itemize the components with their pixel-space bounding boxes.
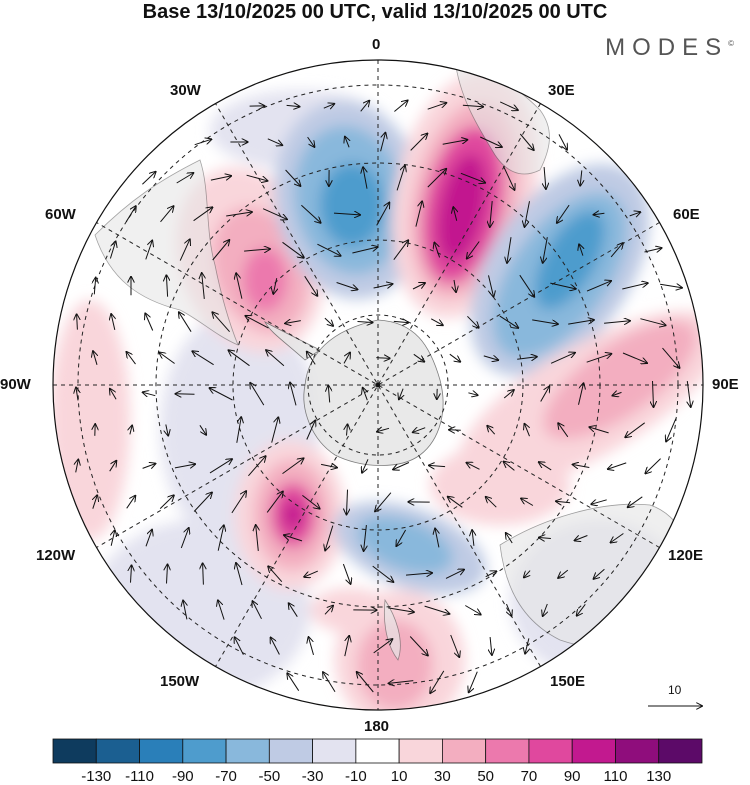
- colorbar-swatch: [140, 739, 183, 763]
- colorbar-swatch: [659, 739, 702, 763]
- positive-anomaly-area: [243, 248, 287, 312]
- lon-label-180: 180: [364, 719, 389, 735]
- lon-label-120w: 120W: [36, 548, 75, 564]
- colorbar-swatch: [96, 739, 139, 763]
- colorbar-swatch: [53, 739, 96, 763]
- lon-label-60e: 60E: [673, 207, 700, 223]
- colorbar-swatch: [529, 739, 572, 763]
- lon-label-0: 0: [372, 37, 380, 53]
- colorbar-swatch: [615, 739, 658, 763]
- colorbar-swatch: [399, 739, 442, 763]
- lon-label-120e: 120E: [668, 548, 703, 564]
- colorbar-swatch: [226, 739, 269, 763]
- positive-anomaly-area: [50, 300, 130, 540]
- lon-label-150w: 150W: [160, 674, 199, 690]
- south-pole-marker: [376, 383, 381, 388]
- polar-map: [0, 0, 750, 735]
- colorbar-swatch: [183, 739, 226, 763]
- colorbar-tick-label: -70: [215, 768, 237, 785]
- colorbar-tick-label: 70: [521, 768, 538, 785]
- colorbar-tick-label: -50: [258, 768, 280, 785]
- negative-anomaly-area: [320, 163, 384, 247]
- lon-label-90w: 90W: [0, 377, 31, 393]
- colorbar-tick-label: -30: [302, 768, 324, 785]
- colorbar-swatch: [486, 739, 529, 763]
- colorbar-tick-label: 30: [434, 768, 451, 785]
- colorbar-swatch: [572, 739, 615, 763]
- colorbar-tick-label: 10: [391, 768, 408, 785]
- colorbar: [0, 735, 750, 765]
- lon-label-150e: 150E: [550, 674, 585, 690]
- colorbar-tick-label: 90: [564, 768, 581, 785]
- colorbar-tick-label: -110: [125, 768, 154, 785]
- colorbar-tick-label: 130: [646, 768, 671, 785]
- colorbar-swatch: [269, 739, 312, 763]
- positive-anomaly-area: [430, 445, 570, 525]
- colorbar-tick-label: 110: [603, 768, 627, 785]
- colorbar-tick-label: 50: [477, 768, 494, 785]
- colorbar-tick-label: -10: [345, 768, 367, 785]
- reference-vector-label: 10: [668, 683, 681, 697]
- colorbar-swatch: [442, 739, 485, 763]
- colorbar-ticks: -130 -110 -90 -70 -50 -30 -10 10 30 50 70 90 110 130: [0, 768, 750, 783]
- lon-label-90e: 90E: [712, 377, 739, 393]
- colorbar-swatch: [356, 739, 399, 763]
- lon-label-30e: 30E: [548, 83, 575, 99]
- colorbar-tick-label: -130: [81, 768, 111, 785]
- lon-label-30w: 30W: [170, 83, 201, 99]
- colorbar-swatch: [313, 739, 356, 763]
- colorbar-tick-label: -90: [172, 768, 194, 785]
- lon-label-60w: 60W: [45, 207, 76, 223]
- positive-anomaly-area: [283, 501, 303, 529]
- positive-anomaly-area: [310, 588, 390, 632]
